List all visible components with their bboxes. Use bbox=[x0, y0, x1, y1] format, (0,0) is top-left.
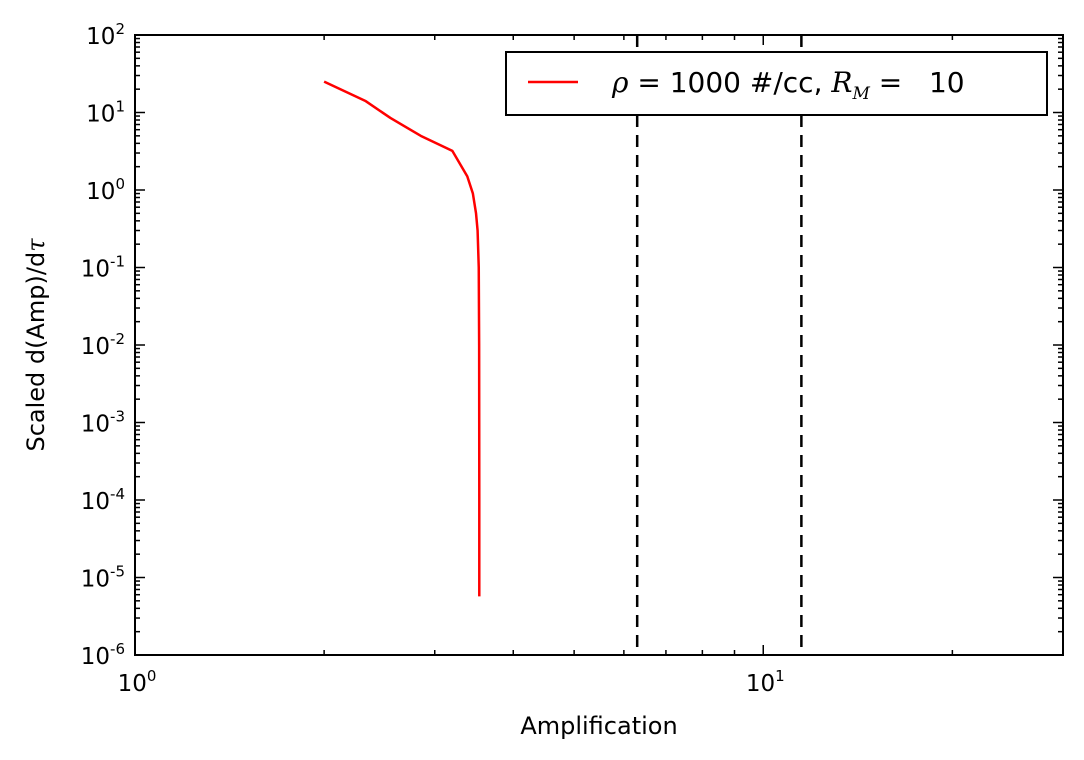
y-tick-label: 10-2 bbox=[81, 330, 125, 360]
y-tick-label: 10-4 bbox=[81, 485, 125, 515]
y-axis-label: Scaled d(Amp)/dτ bbox=[22, 238, 50, 452]
reference-lines bbox=[635, 35, 803, 655]
series-layer bbox=[323, 80, 481, 597]
legend-r-symbol: R bbox=[830, 66, 852, 99]
y-tick-label: 10-3 bbox=[81, 408, 125, 438]
y-tick-label: 10-6 bbox=[81, 640, 125, 670]
y-tick-label: 10-5 bbox=[81, 563, 125, 593]
y-tick-label: 10-1 bbox=[81, 253, 125, 283]
legend-box bbox=[505, 51, 1048, 116]
y-axis-label-symbol: τ bbox=[22, 238, 50, 252]
x-tick-label: 101 bbox=[746, 667, 785, 697]
y-tick-label: 100 bbox=[86, 175, 125, 205]
x-tick-label: 100 bbox=[118, 667, 157, 697]
x-axis-label: Amplification bbox=[520, 712, 677, 740]
legend-r-subscript: M bbox=[851, 84, 870, 104]
y-tick-label: 101 bbox=[86, 98, 125, 128]
y-axis-label-text: Scaled d(Amp)/d bbox=[22, 252, 50, 452]
series-line-1 bbox=[323, 80, 481, 597]
legend: ρ = 1000 #/cc, RM = 10 bbox=[505, 51, 1048, 116]
ticks-layer bbox=[134, 34, 1064, 656]
legend-suffix: = 10 bbox=[870, 66, 965, 99]
legend-rho-symbol: ρ bbox=[611, 66, 629, 99]
legend-entry: ρ = 1000 #/cc, RM = 10 bbox=[611, 66, 965, 104]
legend-text-main: = 1000 #/cc, bbox=[628, 66, 831, 99]
y-tick-label: 102 bbox=[86, 20, 125, 50]
plot-frame bbox=[134, 34, 1064, 656]
